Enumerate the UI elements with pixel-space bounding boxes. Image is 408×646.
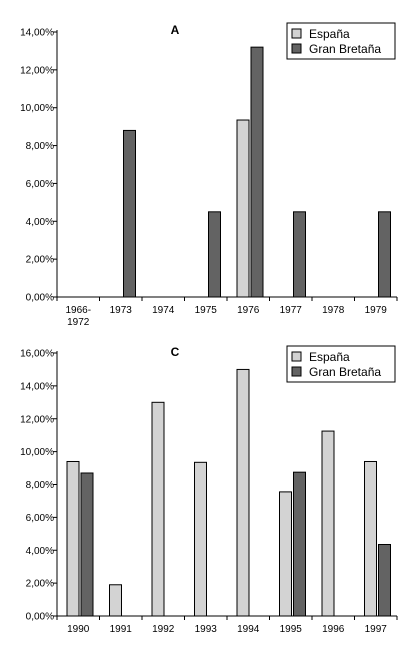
chart-c-bar-gran-bretana-1997 <box>378 543 391 617</box>
chart-a-bar-gran-bretana-1976 <box>250 46 264 298</box>
chart-a-y-tick-label: 2,00% <box>26 255 54 266</box>
chart-c-legend-label-gran-bretana: Gran Bretaña <box>309 365 381 379</box>
chart-c-bar-espana-1990 <box>66 460 80 617</box>
chart-c: C 0,00% 2,00% 4,00% 6,00% 8,00% 10,00% 12,00% 1… <box>20 345 398 635</box>
chart-a-y-tick-label: 10,00% <box>20 103 54 114</box>
chart-a-x-tick-label: 1979 <box>365 305 388 316</box>
chart-c-bar-espana-1993 <box>194 461 207 617</box>
chart-a-x-tick-label: 1966-1972 <box>65 305 91 328</box>
chart-a-bar-gran-bretana-1975 <box>208 211 221 298</box>
chart-c-y-tick-label: 2,00% <box>26 579 54 590</box>
chart-a-x-tick-label: 1977 <box>280 305 303 316</box>
chart-a-y-tick-label: 0,00% <box>26 293 54 304</box>
chart-c-bar-espana-1995 <box>279 491 292 617</box>
chart-c-x-tick-label: 1997 <box>365 624 388 635</box>
chart-c-y-tick-label: 14,00% <box>20 381 54 392</box>
chart-a-x-tick-label: 1975 <box>195 305 218 316</box>
chart-c-y-axis: 0,00% 2,00% 4,00% 6,00% 8,00% 10,00% 12,00% 14,… <box>20 349 58 623</box>
chart-c-y-tick-label: 16,00% <box>20 349 54 360</box>
chart-a-x-tick-label: 1974 <box>152 305 175 316</box>
chart-c-legend-box <box>286 345 396 383</box>
chart-c-x-axis: 1990 1991 1992 1993 1994 1995 1996 1997 <box>56 615 398 635</box>
chart-c-title: C <box>171 345 180 359</box>
chart-c-x-tick-label: 1995 <box>280 624 303 635</box>
chart-a: A 0,00% 2,00% 4,00% 6,00% 8,00% 10,00% 12,00% 1… <box>20 22 398 328</box>
chart-c-bar-espana-1996 <box>321 430 335 617</box>
chart-c-y-tick-label: 8,00% <box>26 480 54 491</box>
chart-a-title: A <box>171 23 180 37</box>
chart-c-bar-espana-1992 <box>151 401 165 617</box>
chart-c-x-tick-label: 1991 <box>110 624 133 635</box>
chart-c-legend-swatch-gran-bretana <box>291 366 302 377</box>
chart-a-legend-box <box>286 22 396 60</box>
chart-a-legend-swatch-gran-bretana <box>291 43 302 54</box>
chart-a-y-axis: 0,00% 2,00% 4,00% 6,00% 8,00% 10,00% 12,00% 14,… <box>20 28 58 304</box>
chart-a-bar-gran-bretana-1973 <box>123 129 136 298</box>
chart-a-bars <box>123 46 391 298</box>
chart-a-x-tick-label: 1978 <box>322 305 345 316</box>
chart-c-legend-swatch-espana <box>291 351 302 362</box>
chart-c-legend-label-espana: España <box>309 350 350 364</box>
chart-c-bars <box>66 368 391 617</box>
chart-a-bar-gran-bretana-1979 <box>378 211 391 298</box>
chart-c-legend: España Gran Bretaña <box>286 345 396 383</box>
chart-a-x-axis: 1966-1972 1973 1974 1975 1976 1977 1978 1979 <box>56 296 398 328</box>
chart-c-y-tick-label: 6,00% <box>26 513 54 524</box>
chart-a-bar-gran-bretana-1977 <box>293 211 306 298</box>
chart-c-bar-espana-1991 <box>109 584 122 617</box>
chart-c-x-tick-label: 1993 <box>195 624 218 635</box>
chart-c-y-tick-label: 4,00% <box>26 546 54 557</box>
chart-a-y-tick-label: 14,00% <box>20 28 54 39</box>
chart-a-legend: España Gran Bretaña <box>286 22 396 60</box>
chart-a-legend-label-gran-bretana: Gran Bretaña <box>309 42 381 56</box>
chart-a-x-tick-label: 1976 <box>237 305 260 316</box>
chart-a-y-tick-label: 8,00% <box>26 141 54 152</box>
chart-a-legend-swatch-espana <box>291 28 302 39</box>
chart-c-bar-gran-bretana-1995 <box>293 471 306 617</box>
chart-c-y-tick-label: 12,00% <box>20 414 54 425</box>
chart-a-y-tick-label: 12,00% <box>20 65 54 76</box>
chart-a-bar-espana-1976 <box>236 119 250 298</box>
chart-c-y-tick-label: 0,00% <box>26 612 54 623</box>
chart-c-bar-espana-1997 <box>364 460 377 617</box>
chart-c-x-tick-label: 1992 <box>152 624 175 635</box>
chart-a-y-tick-label: 4,00% <box>26 217 54 228</box>
chart-c-bar-espana-1994 <box>236 368 250 617</box>
chart-c-y-tick-label: 10,00% <box>20 447 54 458</box>
chart-a-y-tick-label: 6,00% <box>26 179 54 190</box>
chart-c-bar-gran-bretana-1990 <box>80 472 94 617</box>
chart-c-x-tick-label: 1990 <box>67 624 90 635</box>
chart-c-x-tick-label: 1994 <box>237 624 260 635</box>
chart-a-x-tick-label: 1973 <box>110 305 133 316</box>
chart-a-legend-label-espana: España <box>309 27 350 41</box>
chart-c-x-tick-label: 1996 <box>322 624 345 635</box>
